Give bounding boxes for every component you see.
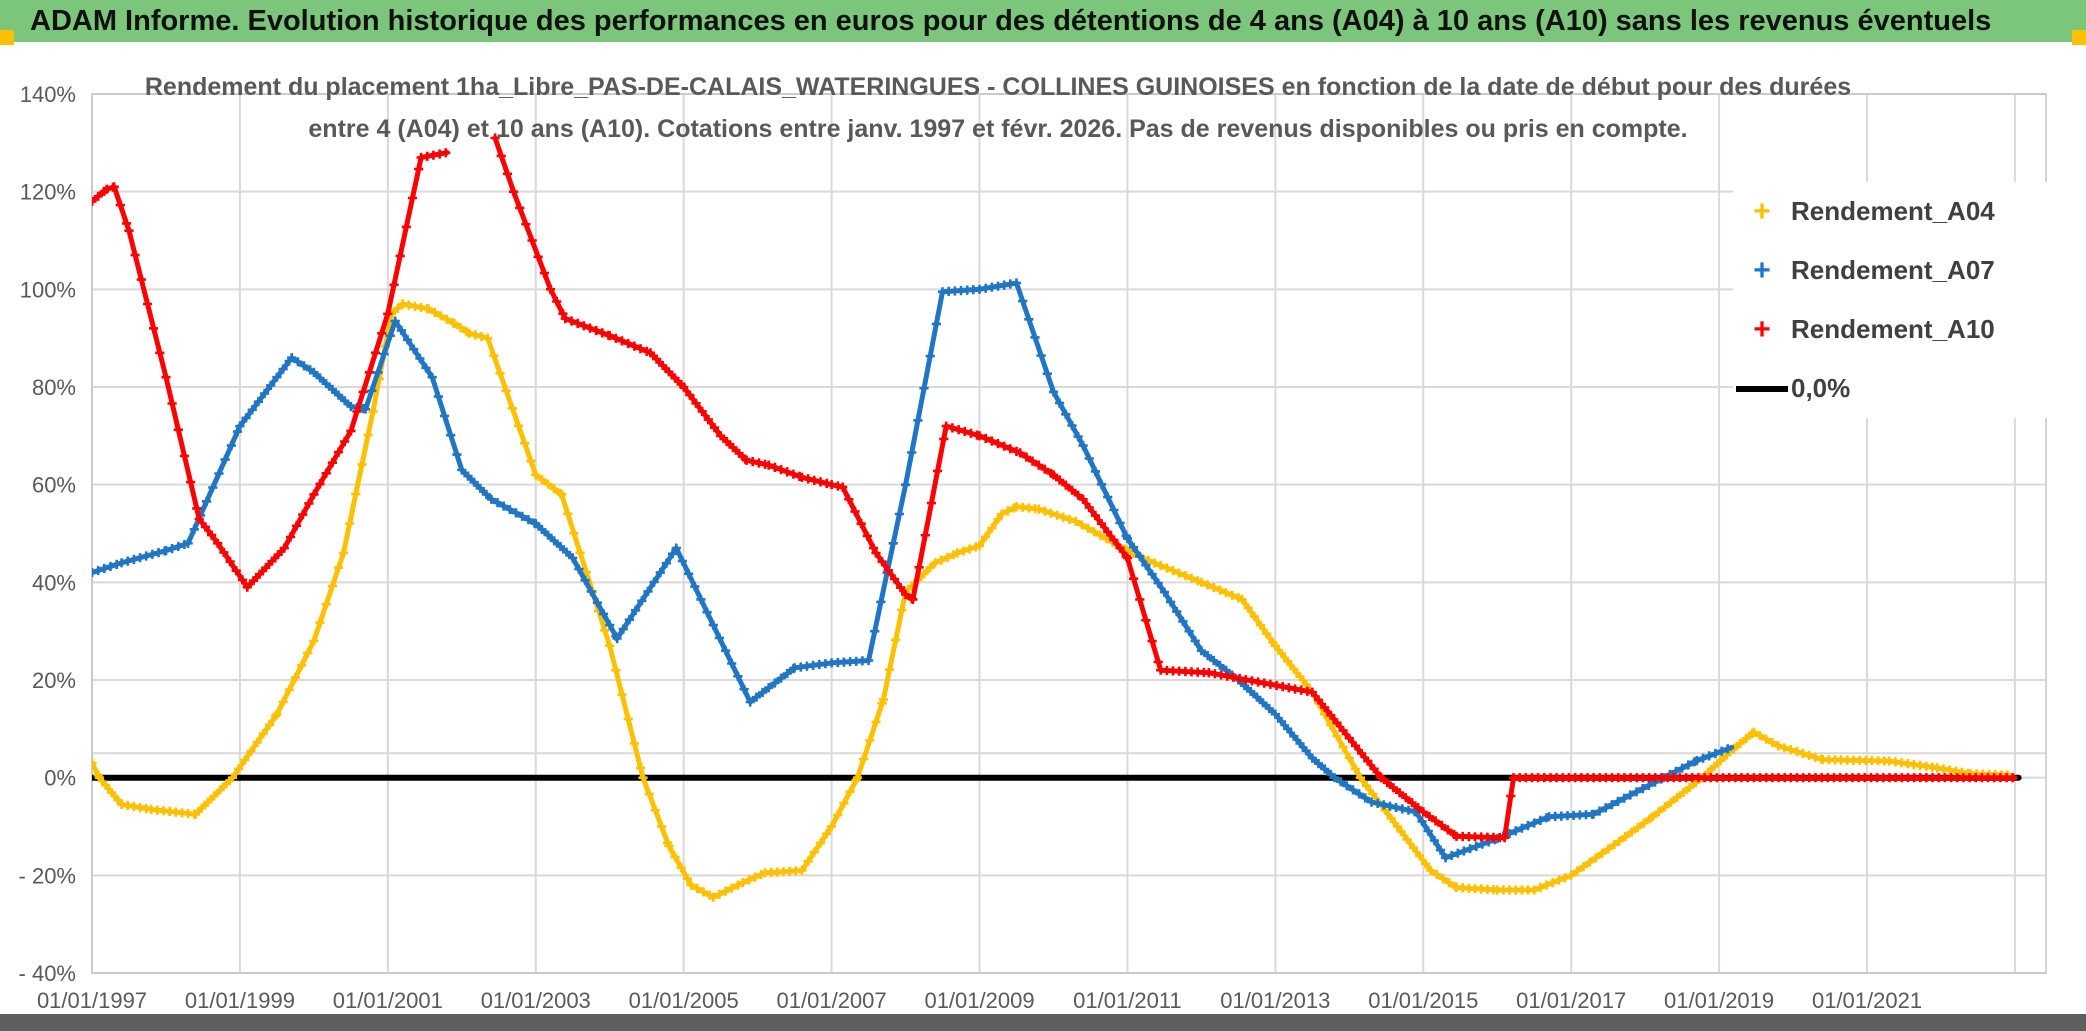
svg-text:- 40%: - 40% <box>19 961 76 986</box>
black-line-icon <box>1736 385 1788 392</box>
svg-text:140%: 140% <box>20 82 76 107</box>
chart-area[interactable]: Rendement du placement 1ha_Libre_PAS-DE-… <box>0 56 2086 1014</box>
legend-item-rendement-a07[interactable]: + Rendement_A07 <box>1733 241 2081 300</box>
svg-text:60%: 60% <box>32 473 76 498</box>
legend-label: 0,0% <box>1791 373 1851 403</box>
svg-text:01/01/2013: 01/01/2013 <box>1220 988 1330 1013</box>
svg-text:01/01/2007: 01/01/2007 <box>777 988 887 1013</box>
plus-marker-icon-a04: + <box>1753 194 1771 228</box>
svg-text:01/01/2011: 01/01/2011 <box>1073 988 1181 1013</box>
legend-item-rendement-a10[interactable]: + Rendement_A10 <box>1733 300 2081 359</box>
legend-label: Rendement_A10 <box>1791 314 1995 344</box>
legend-item-rendement-a04[interactable]: + Rendement_A04 <box>1733 182 2081 241</box>
gold-corner-top-right <box>2072 30 2086 45</box>
window-title: ADAM Informe. Evolution historique des p… <box>30 4 1992 37</box>
svg-text:- 20%: - 20% <box>19 863 76 888</box>
svg-text:40%: 40% <box>32 570 76 595</box>
svg-text:01/01/2015: 01/01/2015 <box>1368 988 1478 1013</box>
svg-text:01/01/2019: 01/01/2019 <box>1664 988 1774 1013</box>
svg-text:20%: 20% <box>32 668 76 693</box>
svg-text:01/01/2009: 01/01/2009 <box>924 988 1034 1013</box>
svg-text:100%: 100% <box>20 277 76 302</box>
svg-text:01/01/2021: 01/01/2021 <box>1812 988 1922 1013</box>
bottom-window-edge <box>0 1014 2086 1031</box>
svg-text:01/01/2005: 01/01/2005 <box>629 988 739 1013</box>
plus-marker-icon-a07: + <box>1753 253 1771 287</box>
svg-text:80%: 80% <box>32 375 76 400</box>
svg-text:0%: 0% <box>44 766 76 791</box>
chart-plot: 140%120%100%80%60%40%20%0%- 20%- 40%01/0… <box>19 82 2047 1013</box>
svg-text:120%: 120% <box>20 180 76 205</box>
legend-item-zero-line[interactable]: 0,0% <box>1733 359 2081 418</box>
legend-label: Rendement_A07 <box>1791 255 1995 285</box>
legend-label: Rendement_A04 <box>1791 196 1995 226</box>
gold-corner-top-left <box>0 30 14 45</box>
svg-text:01/01/1999: 01/01/1999 <box>185 988 295 1013</box>
svg-text:01/01/2003: 01/01/2003 <box>481 988 591 1013</box>
window-title-bar: ADAM Informe. Evolution historique des p… <box>0 0 2086 42</box>
chart-legend: + Rendement_A04 + Rendement_A07 + Rendem… <box>1733 182 2081 418</box>
plus-marker-icon-a10: + <box>1753 312 1771 346</box>
svg-text:01/01/2017: 01/01/2017 <box>1516 988 1626 1013</box>
svg-text:01/01/2001: 01/01/2001 <box>333 988 443 1013</box>
svg-text:01/01/1997: 01/01/1997 <box>37 988 147 1013</box>
